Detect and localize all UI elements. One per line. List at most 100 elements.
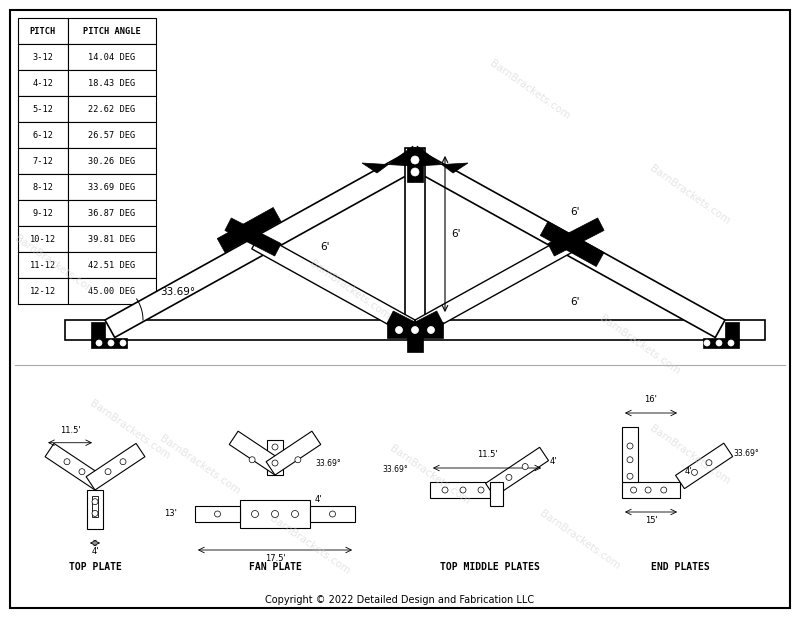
- Bar: [65, 320, 765, 340]
- Polygon shape: [45, 443, 104, 490]
- Text: TOP MIDDLE PLATES: TOP MIDDLE PLATES: [440, 562, 540, 572]
- Text: 33.69°: 33.69°: [315, 459, 341, 468]
- Text: 30.26 DEG: 30.26 DEG: [88, 156, 136, 166]
- Circle shape: [661, 487, 666, 493]
- Circle shape: [627, 443, 633, 449]
- Bar: [68, 174, 156, 200]
- Circle shape: [728, 340, 734, 346]
- Text: 14.04 DEG: 14.04 DEG: [88, 53, 136, 62]
- Text: BarnBrackets.com: BarnBrackets.com: [538, 509, 622, 572]
- Circle shape: [478, 487, 484, 493]
- Circle shape: [291, 510, 298, 517]
- Text: END PLATES: END PLATES: [650, 562, 710, 572]
- Polygon shape: [86, 443, 145, 490]
- Polygon shape: [252, 234, 415, 335]
- Text: 39.81 DEG: 39.81 DEG: [88, 234, 136, 243]
- Circle shape: [630, 487, 637, 493]
- Polygon shape: [548, 218, 604, 256]
- Circle shape: [96, 340, 102, 346]
- Text: FAN PLATE: FAN PLATE: [249, 562, 302, 572]
- Text: 6': 6': [570, 207, 579, 217]
- Text: BarnBrackets.com: BarnBrackets.com: [598, 313, 682, 376]
- Circle shape: [272, 460, 278, 466]
- Polygon shape: [675, 443, 733, 489]
- Bar: [18, 70, 68, 96]
- Text: BarnBrackets.com: BarnBrackets.com: [488, 59, 572, 122]
- Text: BarnBrackets.com: BarnBrackets.com: [268, 514, 352, 577]
- Text: PITCH: PITCH: [30, 27, 56, 35]
- Text: 45.00 DEG: 45.00 DEG: [88, 287, 136, 295]
- Bar: [405, 148, 425, 320]
- Bar: [310, 506, 355, 522]
- Text: 12-12: 12-12: [30, 287, 56, 295]
- Text: 42.51 DEG: 42.51 DEG: [88, 261, 136, 269]
- Circle shape: [92, 510, 98, 517]
- Bar: [622, 427, 638, 482]
- Bar: [725, 322, 739, 338]
- Bar: [68, 226, 156, 252]
- Bar: [240, 500, 310, 528]
- Text: 36.87 DEG: 36.87 DEG: [88, 208, 136, 218]
- Polygon shape: [362, 146, 413, 173]
- Polygon shape: [105, 148, 425, 337]
- Bar: [18, 18, 68, 44]
- Bar: [68, 252, 156, 278]
- Circle shape: [442, 487, 448, 493]
- Bar: [91, 322, 105, 338]
- Circle shape: [460, 487, 466, 493]
- Bar: [91, 338, 127, 348]
- Bar: [267, 440, 283, 475]
- Circle shape: [108, 340, 114, 346]
- Text: 11.5': 11.5': [60, 426, 80, 434]
- Circle shape: [249, 457, 255, 463]
- Bar: [68, 18, 156, 44]
- Circle shape: [704, 340, 710, 346]
- Circle shape: [411, 168, 419, 176]
- Text: 33.69°: 33.69°: [382, 465, 408, 474]
- Text: 4': 4': [91, 547, 98, 556]
- Bar: [18, 96, 68, 122]
- Text: 33.69°: 33.69°: [160, 287, 195, 297]
- Circle shape: [716, 340, 722, 346]
- Bar: [18, 174, 68, 200]
- Polygon shape: [87, 490, 103, 529]
- Polygon shape: [417, 146, 468, 173]
- Text: BarnBrackets.com: BarnBrackets.com: [308, 258, 392, 321]
- Polygon shape: [486, 447, 549, 497]
- Circle shape: [79, 468, 85, 475]
- Bar: [68, 70, 156, 96]
- Text: 8-12: 8-12: [33, 182, 54, 192]
- Circle shape: [691, 469, 698, 475]
- Text: 4': 4': [315, 495, 322, 504]
- Circle shape: [105, 468, 111, 475]
- Circle shape: [645, 487, 651, 493]
- Text: 6': 6': [320, 242, 330, 252]
- Text: BarnBrackets.com: BarnBrackets.com: [88, 399, 172, 462]
- Circle shape: [120, 340, 126, 346]
- Text: BarnBrackets.com: BarnBrackets.com: [648, 423, 732, 486]
- Circle shape: [706, 460, 712, 466]
- Circle shape: [295, 457, 301, 463]
- Text: 11.5': 11.5': [477, 450, 498, 459]
- Circle shape: [214, 511, 221, 517]
- Text: 3-12: 3-12: [33, 53, 54, 62]
- Text: 33.69°: 33.69°: [734, 449, 759, 458]
- Polygon shape: [415, 234, 578, 335]
- Polygon shape: [230, 431, 284, 475]
- Bar: [18, 200, 68, 226]
- Text: 6': 6': [570, 297, 579, 307]
- Circle shape: [395, 326, 402, 334]
- Text: BarnBrackets.com: BarnBrackets.com: [388, 444, 472, 506]
- Bar: [387, 322, 443, 338]
- Circle shape: [427, 326, 434, 334]
- Text: 6-12: 6-12: [33, 130, 54, 140]
- Circle shape: [506, 475, 512, 480]
- Text: 17.5': 17.5': [265, 554, 286, 563]
- Circle shape: [522, 464, 528, 470]
- Bar: [18, 252, 68, 278]
- Polygon shape: [225, 218, 281, 256]
- Circle shape: [251, 510, 258, 517]
- Bar: [703, 338, 739, 348]
- Text: 10-12: 10-12: [30, 234, 56, 243]
- Bar: [68, 44, 156, 70]
